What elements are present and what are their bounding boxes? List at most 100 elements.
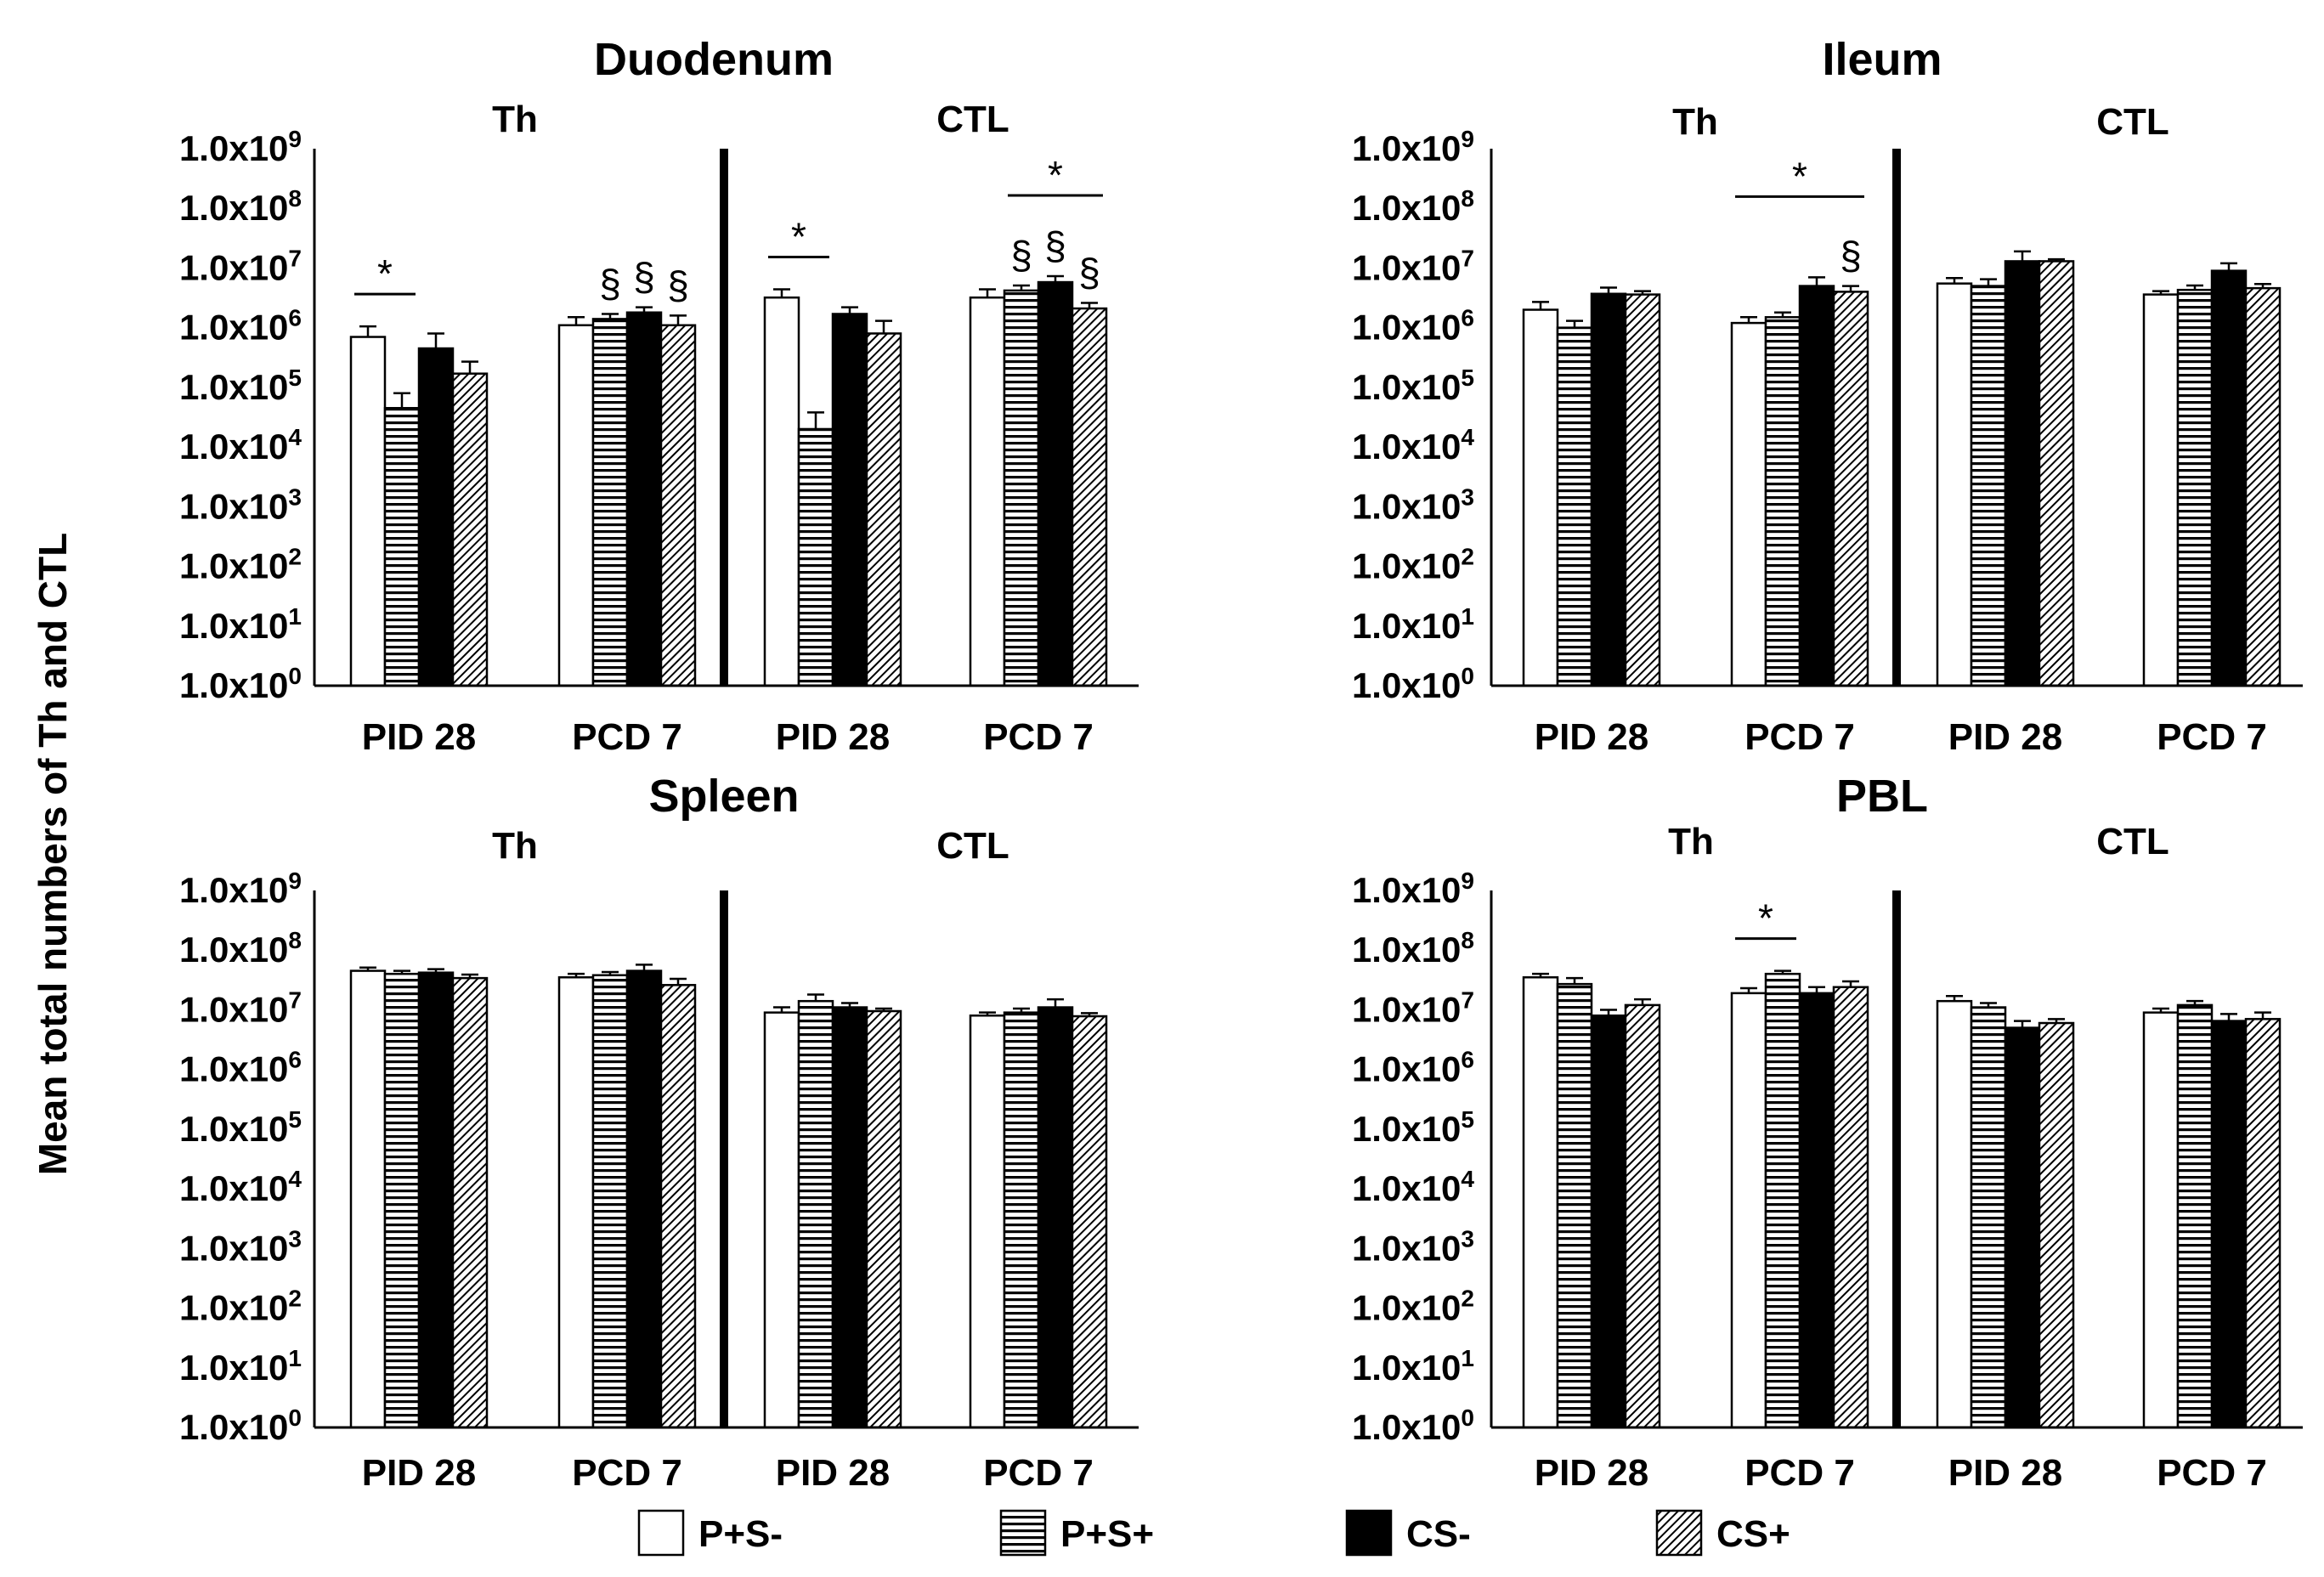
legend-label: P+S- <box>698 1513 783 1555</box>
legend-label: CS+ <box>1716 1513 1790 1555</box>
y-tick-label: 1.0x108 <box>179 185 302 228</box>
x-tick-label: PID 28 <box>362 1452 477 1494</box>
y-tick-exponent: 1 <box>288 1345 302 1371</box>
y-tick-exponent: 2 <box>1461 544 1474 570</box>
bar <box>1798 992 1835 1429</box>
x-tick-label: PID 28 <box>776 716 891 758</box>
x-tick-label: PCD 7 <box>2157 716 2267 758</box>
y-tick-label: 1.0x100 <box>1352 1405 1474 1447</box>
y-tick-exponent: 6 <box>1461 1047 1474 1073</box>
x-tick-label: PCD 7 <box>983 1452 1094 1494</box>
x-tick-label: PID 28 <box>362 716 477 758</box>
panel-title: Ileum <box>1822 34 1942 85</box>
y-tick-label: 1.0x108 <box>1352 927 1474 969</box>
y-tick-label: 1.0x105 <box>179 1106 302 1149</box>
y-tick-label: 1.0x100 <box>179 1405 302 1447</box>
y-tick-exponent: 9 <box>288 126 302 152</box>
bar <box>1936 999 1973 1429</box>
bar <box>1522 308 1559 687</box>
legend-label: P+S+ <box>1060 1513 1154 1555</box>
bar <box>763 1011 800 1429</box>
y-tick-exponent: 3 <box>1461 1225 1474 1252</box>
bar <box>1590 292 1627 687</box>
subpanel-title-ctl: CTL <box>936 99 1009 140</box>
y-tick-label: 1.0x109 <box>1352 126 1474 168</box>
y-tick-exponent: 7 <box>288 245 302 271</box>
y-tick-label: 1.0x104 <box>179 1166 302 1208</box>
panel-title: Duodenum <box>594 34 834 85</box>
y-tick-exponent: 6 <box>288 305 302 331</box>
bar <box>2004 1026 2041 1429</box>
y-tick-exponent: 0 <box>288 1405 302 1431</box>
bar <box>2004 260 2041 687</box>
bar <box>763 296 800 687</box>
y-tick-exponent: 7 <box>1461 986 1474 1013</box>
y-tick-label: 1.0x104 <box>1352 1166 1474 1208</box>
bar <box>1832 291 1869 687</box>
subpanel-title-ctl: CTL <box>2096 101 2169 143</box>
y-tick-exponent: 2 <box>288 544 302 570</box>
legend-swatch <box>637 1509 685 1557</box>
y-tick-label: 1.0x100 <box>1352 663 1474 705</box>
y-tick-exponent: 7 <box>288 986 302 1013</box>
y-tick-exponent: 0 <box>1461 1405 1474 1431</box>
section-mark: § <box>1840 234 1862 278</box>
y-tick-label: 1.0x102 <box>179 1286 302 1328</box>
y-tick-exponent: 9 <box>288 868 302 894</box>
y-tick-exponent: 5 <box>288 365 302 391</box>
significance-star: * <box>377 252 393 296</box>
bar <box>1730 321 1767 687</box>
bar <box>1970 285 2007 687</box>
panel-duodenum: Duodenum Th CTL 1.0x109 1.0x108 1.0x107 1.0x10… <box>179 34 1139 758</box>
bar <box>383 972 421 1429</box>
significance-star: * <box>1758 896 1773 941</box>
bar <box>1037 280 1074 687</box>
subpanel-title-th: Th <box>1668 821 1714 862</box>
y-tick-exponent: 3 <box>1461 483 1474 510</box>
x-tick-label: PCD 7 <box>983 716 1094 758</box>
y-tick-label: 1.0x103 <box>179 483 302 526</box>
x-tick-label: PID 28 <box>1535 1452 1649 1494</box>
bar <box>625 311 663 687</box>
x-tick-label: PID 28 <box>1948 1452 2063 1494</box>
bar <box>2038 260 2075 687</box>
y-tick-exponent: 5 <box>1461 365 1474 391</box>
bar <box>2142 293 2180 687</box>
y-tick-label: 1.0x107 <box>1352 245 1474 287</box>
significance-star: * <box>1048 153 1063 197</box>
y-tick-exponent: 8 <box>288 927 302 953</box>
y-tick-label: 1.0x104 <box>1352 424 1474 466</box>
panel-ileum: Ileum Th CTL 1.0x109 1.0x108 1.0x107 1.0x106 1.… <box>1352 34 2303 758</box>
section-mark: § <box>1078 251 1100 295</box>
y-tick-label: 1.0x109 <box>1352 868 1474 910</box>
y-tick-exponent: 1 <box>288 603 302 630</box>
bar <box>591 974 629 1429</box>
bar <box>2142 1011 2180 1429</box>
bar <box>2176 1003 2214 1429</box>
bar <box>1764 316 1801 687</box>
bar <box>591 318 629 687</box>
bar <box>1522 975 1559 1429</box>
bar <box>1071 307 1108 687</box>
bar <box>865 1009 902 1429</box>
y-tick-label: 1.0x103 <box>1352 483 1474 526</box>
y-tick-label: 1.0x103 <box>179 1225 302 1268</box>
y-tick-label: 1.0x102 <box>179 544 302 586</box>
subpanel-title-ctl: CTL <box>936 825 1009 867</box>
bar <box>417 971 455 1429</box>
bar <box>1730 992 1767 1429</box>
y-tick-exponent: 8 <box>1461 927 1474 953</box>
bar <box>1832 986 1869 1429</box>
y-tick-exponent: 5 <box>288 1106 302 1133</box>
legend: P+S- P+S+ CS- CS+ <box>637 1509 1790 1557</box>
x-tick-label: PID 28 <box>1535 716 1649 758</box>
y-tick-label: 1.0x107 <box>179 986 302 1029</box>
bar <box>349 336 387 687</box>
bar <box>2210 269 2248 687</box>
section-mark: § <box>1010 233 1032 277</box>
y-tick-exponent: 4 <box>1461 424 1474 450</box>
y-tick-label: 1.0x101 <box>1352 1345 1474 1388</box>
bar <box>1003 289 1040 687</box>
bar <box>417 347 455 687</box>
